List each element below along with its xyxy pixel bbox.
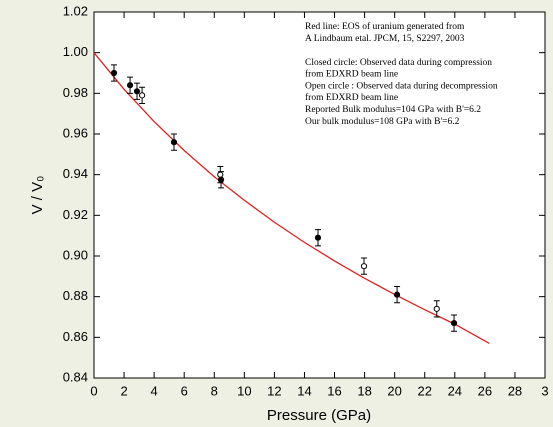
data-point — [133, 88, 141, 95]
y-tick-label: 0.96 — [63, 125, 88, 140]
data-point — [126, 82, 134, 89]
x-tick-label: 28 — [508, 383, 522, 398]
eos-line — [93, 52, 490, 345]
annotation: Our bulk modulus=108 GPa with B'=6.2 — [305, 117, 460, 127]
data-point — [314, 234, 322, 241]
x-tick-label: 10 — [237, 383, 251, 398]
x-tick-label: 18 — [357, 383, 371, 398]
y-tick-label: 0.84 — [63, 369, 88, 384]
x-tick-label: 24 — [448, 383, 462, 398]
y-tick-label: 0.92 — [63, 207, 88, 222]
plot-area — [93, 11, 546, 379]
annotation: Red line: EOS of uranium generated from — [305, 21, 465, 32]
x-tick-label: 22 — [417, 383, 431, 398]
data-point — [450, 320, 458, 327]
annotation: Open circle : Observed data during decom… — [305, 81, 498, 91]
x-tick-label: 2 — [120, 383, 127, 398]
data-point — [110, 69, 118, 77]
x-tick-label: 0 — [90, 383, 97, 398]
data-point — [217, 171, 224, 178]
data-point — [360, 263, 368, 270]
x-tick-label: 12 — [267, 383, 281, 398]
annotation: from EDXRD beam line — [305, 69, 398, 80]
y-tick-label: 0.94 — [63, 166, 88, 181]
data-point — [170, 139, 178, 146]
y-tick-label: 0.86 — [63, 329, 88, 344]
y-axis-label: V / V₀ — [29, 176, 46, 215]
y-tick-label: 0.88 — [63, 288, 88, 303]
x-tick-label: 26 — [478, 383, 492, 398]
x-tick-label: 14 — [297, 383, 311, 398]
y-tick-label: 1.02 — [63, 3, 88, 18]
data-point — [217, 176, 225, 183]
y-tick-label: 1.00 — [63, 44, 88, 59]
x-tick-label: 8 — [211, 383, 218, 398]
x-axis-label: Pressure (GPa) — [267, 407, 371, 424]
annotation: from EDXRD beam line — [305, 92, 398, 103]
data-point — [139, 92, 146, 99]
x-tick-label: 20 — [387, 383, 401, 398]
y-tick-label: 0.90 — [63, 247, 88, 262]
annotation: Closed circle: Observed data during comp… — [305, 58, 492, 68]
data-point — [393, 291, 401, 298]
y-tick-label: 0.98 — [63, 85, 88, 100]
x-tick-label: 3 — [541, 383, 548, 398]
x-tick-label: 6 — [181, 383, 188, 398]
data-point — [433, 305, 440, 312]
annotation: A Lindbaum etal. JPCM, 15, S2297, 2003 — [305, 34, 465, 44]
x-tick-label: 4 — [151, 383, 158, 398]
x-tick-label: 16 — [327, 383, 341, 398]
annotation: Reported Bulk modulus=104 GPa with B'=6.… — [305, 105, 481, 115]
